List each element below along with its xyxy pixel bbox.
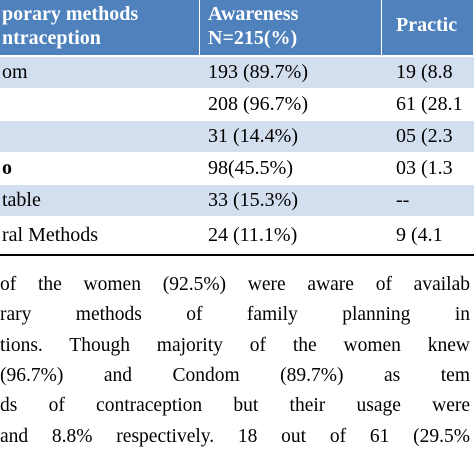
header-text: Practic — [396, 14, 458, 36]
table-cell: 98(45.5%) — [208, 157, 293, 179]
table-row: table 33 (15.3%) -- — [0, 184, 474, 217]
table-cell: table — [2, 189, 41, 211]
table-cell: 24 (11.1%) — [208, 224, 298, 246]
paragraph-line: of the women (92.5%) were aware of avail… — [0, 274, 470, 295]
header-cell: porary methods ntraception — [0, 0, 200, 55]
table-row: o 98(45.5%) 03 (1.3 — [0, 152, 474, 185]
table-cell: 9 (4.1 — [396, 224, 443, 246]
paragraph-line: tions. Though majority of the women knew — [0, 334, 470, 356]
header-text: Awareness — [208, 3, 299, 25]
paragraph-line: ds of contraception but their usage were — [0, 395, 470, 417]
table-cell: 03 (1.3 — [396, 157, 453, 179]
table-cell: 61 (28.1 — [396, 93, 463, 115]
table-bottom-border — [0, 254, 474, 256]
table-cell: 31 (14.4%) — [208, 125, 298, 147]
table-cell: 19 (8.8 — [396, 61, 453, 83]
table-cell: 05 (2.3 — [396, 125, 453, 147]
table-cell: o — [2, 157, 12, 179]
header-cell: Awareness N=215(%) — [200, 0, 382, 55]
table-cell: om — [2, 61, 28, 83]
table-row: ral Methods 24 (11.1%) 9 (4.1 — [0, 216, 474, 255]
table-row: 31 (14.4%) 05 (2.3 — [0, 120, 474, 153]
table-cell: -- — [396, 189, 410, 211]
paragraph-line: and 8.8% respectively. 18 out of 61 (29.… — [0, 425, 470, 447]
header-text: porary methods — [2, 3, 139, 25]
header-cell: Practic — [382, 0, 474, 55]
table-cell: 193 (89.7%) — [208, 61, 308, 83]
header-text: N=215(%) — [208, 27, 298, 49]
table-cell: 208 (96.7%) — [208, 93, 308, 115]
paragraph-line: rary methods of family planning in — [0, 304, 470, 326]
table-row: 208 (96.7%) 61 (28.1 — [0, 88, 474, 121]
table-cell: 33 (15.3%) — [208, 189, 298, 211]
header-text: ntraception — [2, 27, 101, 49]
table-cell: ral Methods — [2, 224, 99, 246]
table-row: om 193 (89.7%) 19 (8.8 — [0, 56, 474, 89]
paragraph-line: (96.7%) and Condom (89.7%) as tem — [0, 364, 470, 386]
